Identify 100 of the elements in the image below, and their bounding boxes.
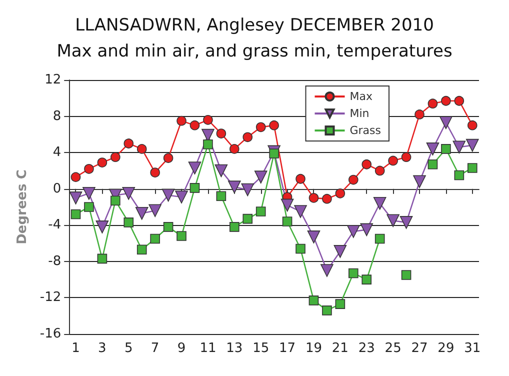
x-tick-label: 15 [252, 341, 270, 356]
point [413, 175, 426, 188]
point [124, 138, 134, 148]
point [388, 156, 398, 166]
y-tick-label: -4 [48, 218, 62, 233]
point [163, 222, 174, 232]
point [136, 244, 147, 255]
point [282, 216, 292, 226]
chart-subtitle: Max and min air, and grass min, temperatures [56, 42, 452, 62]
x-tick-label: 13 [226, 341, 243, 356]
x-tick-label: 21 [332, 341, 348, 356]
point [426, 142, 440, 156]
point [362, 159, 372, 170]
point [269, 120, 279, 130]
point [150, 168, 160, 178]
point [360, 223, 374, 236]
x-tick-label: 7 [150, 341, 160, 356]
point [122, 186, 136, 200]
point [190, 183, 200, 193]
x-tick-label: 1 [72, 341, 80, 356]
chart-title: LLANSADWRN, Anglesey DECEMBER 2010 [75, 16, 434, 36]
point [242, 214, 253, 224]
point [96, 220, 109, 234]
point [84, 202, 94, 212]
point [468, 120, 478, 130]
point [414, 110, 424, 120]
point [296, 244, 306, 254]
point [84, 164, 94, 174]
point [110, 152, 120, 162]
point [110, 196, 120, 206]
point [175, 190, 188, 204]
point [348, 174, 358, 185]
point [241, 183, 254, 196]
point [335, 188, 346, 198]
y-axis-title: Degrees C [15, 170, 30, 244]
point [348, 268, 358, 278]
x-tick-label: 9 [177, 341, 186, 356]
point [373, 196, 386, 210]
point [228, 180, 241, 194]
point [203, 115, 213, 125]
point [296, 174, 306, 184]
point [242, 132, 253, 142]
y-tick-label: -16 [40, 326, 62, 342]
point [452, 140, 466, 154]
x-tick-label: 17 [279, 341, 296, 356]
y-tick-label: 0 [52, 181, 62, 196]
point [294, 205, 307, 218]
point [69, 192, 82, 204]
point [216, 128, 226, 138]
point [124, 218, 134, 228]
point [454, 96, 464, 106]
x-tick-label: 5 [124, 341, 133, 356]
point [256, 122, 266, 132]
x-tick-label: 11 [200, 341, 216, 356]
point [82, 186, 96, 200]
point [97, 158, 108, 168]
x-tick-label: 29 [438, 341, 454, 356]
x-tick-label: 31 [464, 341, 481, 356]
point [335, 299, 346, 309]
point [374, 166, 385, 176]
point [322, 306, 332, 316]
point [320, 264, 334, 277]
point [374, 234, 385, 244]
point [441, 144, 451, 154]
legend-label: Min [350, 107, 370, 120]
point [322, 194, 332, 204]
point [362, 274, 372, 284]
x-tick-label: 19 [305, 341, 322, 356]
y-tick-label: 8 [52, 108, 62, 124]
point [176, 231, 186, 241]
point [280, 198, 294, 212]
point [230, 144, 240, 154]
y-tick-label: -8 [48, 254, 62, 269]
x-tick-label: 27 [411, 341, 428, 356]
x-tick-label: 25 [384, 341, 402, 356]
point [203, 140, 213, 150]
legend-label: Grass [350, 124, 382, 137]
point [440, 116, 452, 130]
point [428, 98, 438, 108]
point [136, 144, 147, 154]
point [162, 188, 175, 202]
point [176, 116, 186, 126]
point [216, 191, 226, 202]
point [386, 214, 400, 228]
point [466, 138, 479, 152]
point [70, 209, 81, 220]
point [346, 225, 360, 238]
point [148, 204, 162, 218]
y-tick-label: -12 [40, 290, 62, 306]
point [70, 172, 81, 182]
point [401, 270, 412, 280]
y-tick-label: 12 [44, 72, 62, 88]
x-tick-label: 3 [98, 341, 106, 356]
point [214, 164, 228, 178]
point [254, 170, 268, 184]
point [308, 193, 319, 203]
point [401, 152, 412, 162]
legend-label: Max [350, 90, 373, 103]
y-tick-label: 4 [52, 145, 62, 160]
point [454, 170, 464, 180]
